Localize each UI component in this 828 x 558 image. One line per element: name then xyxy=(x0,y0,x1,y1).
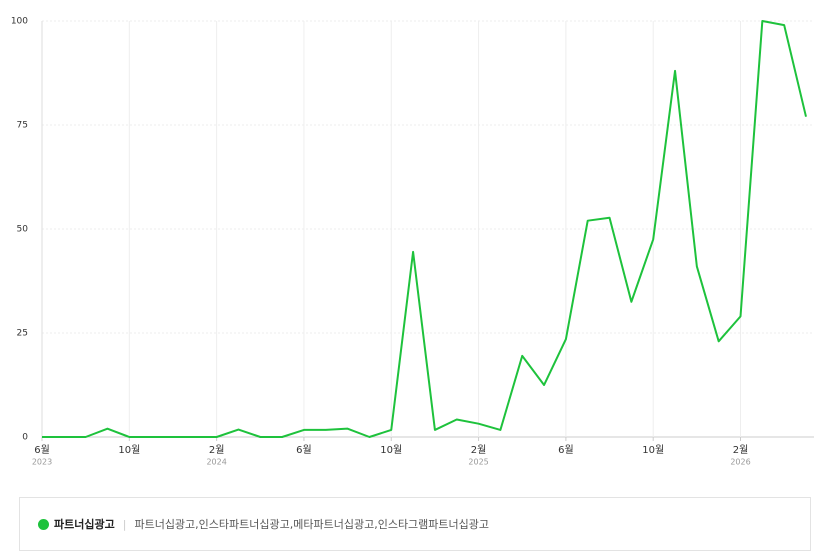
legend-label: 파트너십광고 xyxy=(54,518,115,531)
separator: | xyxy=(122,517,127,531)
x-year-label: 2025 xyxy=(468,458,488,467)
y-tick-label: 25 xyxy=(17,329,28,339)
x-tick-label: 6월 xyxy=(34,444,50,456)
x-tick-label: 6월 xyxy=(296,444,312,456)
chart: 0 25 50 75 100 6월 2023 10월 2월 2024 6월 10월 2월 2025 6월 10… xyxy=(11,17,814,467)
x-tick-label: 10월 xyxy=(118,444,140,456)
legend: 파트너십광고 | 파트너십광고,인스타파트너십광고,메타파트너십광고,인스타그램… xyxy=(19,497,811,551)
series-line xyxy=(42,20,807,438)
x-year-label: 2024 xyxy=(206,458,226,467)
y-tick-label: 0 xyxy=(22,433,28,443)
x-tick-label: 2월 xyxy=(209,444,225,456)
y-tick-label: 75 xyxy=(17,121,28,131)
x-tick-label: 10월 xyxy=(642,444,664,456)
legend-marker xyxy=(38,518,49,530)
x-year-label: 2023 xyxy=(32,458,52,467)
x-tick-label: 2월 xyxy=(733,444,749,456)
x-tick-label: 10월 xyxy=(380,444,402,456)
y-tick-label: 50 xyxy=(17,225,29,235)
x-tick-label: 6월 xyxy=(558,444,574,456)
legend-keywords: 파트너십광고,인스타파트너십광고,메타파트너십광고,인스타그램파트너십광고 xyxy=(134,518,490,531)
x-tick-label: 2월 xyxy=(471,444,487,456)
x-year-label: 2026 xyxy=(730,458,750,467)
y-tick-label: 100 xyxy=(11,17,28,27)
